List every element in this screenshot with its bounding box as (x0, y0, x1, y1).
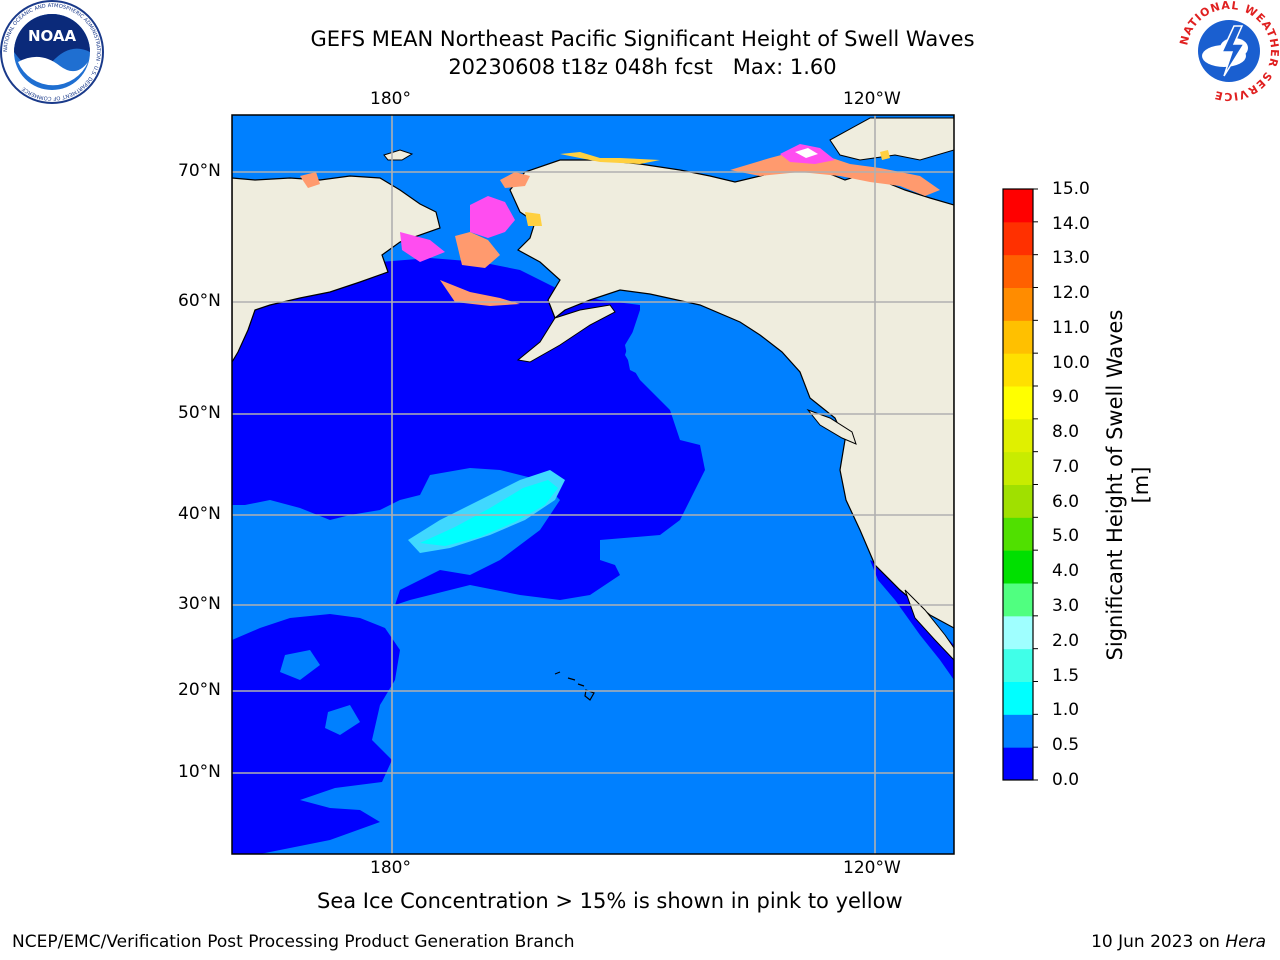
colorbar-band (1003, 747, 1033, 781)
colorbar-band (1003, 287, 1033, 321)
lat-label-50n: 50°N (178, 403, 221, 423)
colorbar-tick-label: 4.0 (1052, 561, 1080, 581)
colorbar-tick-label: 2.0 (1052, 631, 1080, 651)
land-baja-california (904, 589, 954, 661)
noaa-logo-text: NOAA (28, 27, 77, 45)
swell-band-core (420, 480, 558, 546)
footer-date: 10 Jun 2023 on Hera (1091, 932, 1266, 952)
noaa-logo: NATIONAL OCEANIC AND ATMOSPHERIC ADMINIS… (0, 0, 104, 104)
map-frame (231, 114, 955, 855)
graticule (232, 115, 954, 854)
colorbar-band (1003, 484, 1033, 518)
land-hawaii (554, 671, 595, 701)
colorbar-tick-label: 10.0 (1052, 353, 1090, 373)
low-swell-region-southwest (232, 790, 380, 854)
lon-label-top-120w: 120°W (843, 89, 901, 109)
land-wrangel-island (383, 149, 414, 161)
land-arctic-islands (829, 117, 954, 161)
footer-credit: NCEP/EMC/Verification Post Processing Pr… (12, 932, 575, 952)
lat-label-20n: 20°N (178, 680, 221, 700)
lat-label-30n: 30°N (178, 594, 221, 614)
colorbar-band (1003, 386, 1033, 420)
low-swell-region-coast (870, 560, 954, 680)
colorbar-tick-label: 6.0 (1052, 492, 1080, 512)
colorbar-tick-label: 7.0 (1052, 457, 1080, 477)
colorbar-tick-label: 3.0 (1052, 596, 1080, 616)
colorbar-tick-label: 0.5 (1052, 735, 1080, 755)
colorbar-tick-label: 0.0 (1052, 770, 1080, 790)
colorbar-tick-label: 8.0 (1052, 422, 1080, 442)
colorbar-band (1003, 681, 1033, 715)
colorbar-band (1003, 517, 1033, 551)
lon-label-top-180: 180° (370, 89, 411, 109)
footer-date-text: 10 Jun 2023 on (1091, 932, 1226, 952)
sea-ice-note: Sea Ice Concentration > 15% is shown in … (317, 889, 903, 913)
land-vancouver-island (806, 408, 857, 445)
colorbar-label: Significant Height of Swell Waves [m] (1103, 309, 1153, 661)
colorbar-tick-marks (1033, 188, 1038, 781)
lon-label-bottom-180: 180° (370, 858, 411, 878)
colorbar-tick-label: 9.0 (1052, 387, 1080, 407)
low-swell-region-north (232, 258, 705, 605)
colorbar-tick-label: 1.0 (1052, 700, 1080, 720)
colorbar-band (1003, 550, 1033, 584)
colorbar-tick-label: 14.0 (1052, 214, 1090, 234)
lat-label-40n: 40°N (178, 504, 221, 524)
colorbar-band (1003, 451, 1033, 485)
colorbar-tick-label: 12.0 (1052, 283, 1090, 303)
footer-host: Hera (1225, 932, 1266, 952)
colorbar-tick-label: 15.0 (1052, 179, 1090, 199)
colorbar-band (1003, 353, 1033, 387)
colorbar-band (1003, 583, 1033, 617)
colorbar-band (1003, 320, 1033, 354)
colorbar-tick-label: 1.5 (1052, 666, 1080, 686)
lat-label-60n: 60°N (178, 291, 221, 311)
mid-swell-patch-south (325, 705, 360, 735)
colorbar-band (1003, 221, 1033, 256)
sea-ice-overlay (300, 144, 940, 306)
lat-label-70n: 70°N (178, 161, 221, 181)
colorbar-band (1003, 648, 1033, 682)
colorbar-tick-label: 5.0 (1052, 526, 1080, 546)
colorbar-band (1003, 418, 1033, 453)
chart-title: GEFS MEAN Northeast Pacific Significant … (310, 27, 975, 51)
colorbar-band (1003, 615, 1033, 650)
lon-label-bottom-120w: 120°W (843, 858, 901, 878)
land-alaska-peninsula (516, 304, 616, 363)
colorbar-bands (1003, 189, 1033, 781)
colorbar-tick-label: 11.0 (1052, 318, 1090, 338)
mid-swell-region-gulf (625, 305, 954, 854)
nws-logo: NATIONAL WEATHER SERVICE (1178, 0, 1280, 102)
mid-swell-patch-west (280, 650, 320, 680)
colorbar-band (1003, 189, 1033, 223)
lat-label-10n: 10°N (178, 762, 221, 782)
colorbar-band (1003, 254, 1033, 288)
colorbar-tick-label: 13.0 (1052, 248, 1090, 268)
colorbar-band (1003, 714, 1033, 748)
chart-subtitle: 20230608 t18z 048h fcst Max: 1.60 (448, 55, 837, 79)
low-swell-region-west (232, 614, 400, 830)
